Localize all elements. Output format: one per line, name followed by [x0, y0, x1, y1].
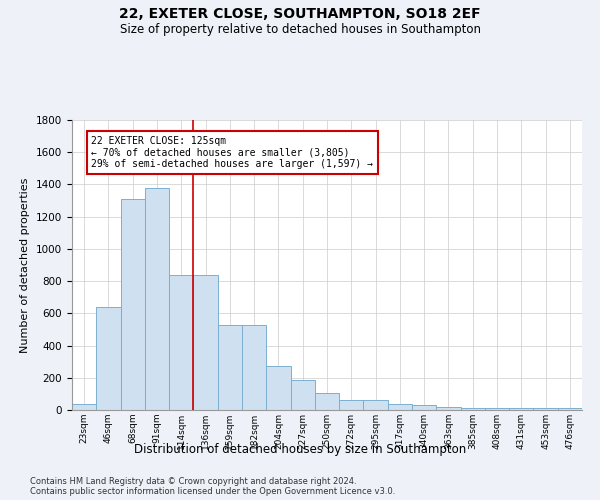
Bar [436, 407, 461, 410]
Bar [412, 406, 436, 410]
Bar [364, 400, 388, 410]
Bar [242, 324, 266, 410]
Text: Size of property relative to detached houses in Southampton: Size of property relative to detached ho… [119, 22, 481, 36]
Bar [266, 366, 290, 410]
Bar [315, 393, 339, 410]
Bar [72, 404, 96, 410]
Bar [145, 188, 169, 410]
Bar [121, 199, 145, 410]
Text: Distribution of detached houses by size in Southampton: Distribution of detached houses by size … [134, 442, 466, 456]
Bar [218, 324, 242, 410]
Bar [169, 274, 193, 410]
Bar [485, 408, 509, 410]
Bar [193, 274, 218, 410]
Text: 22, EXETER CLOSE, SOUTHAMPTON, SO18 2EF: 22, EXETER CLOSE, SOUTHAMPTON, SO18 2EF [119, 8, 481, 22]
Text: 22 EXETER CLOSE: 125sqm
← 70% of detached houses are smaller (3,805)
29% of semi: 22 EXETER CLOSE: 125sqm ← 70% of detache… [91, 136, 373, 170]
Bar [96, 307, 121, 410]
Y-axis label: Number of detached properties: Number of detached properties [20, 178, 31, 352]
Bar [509, 408, 533, 410]
Bar [339, 400, 364, 410]
Text: Contains public sector information licensed under the Open Government Licence v3: Contains public sector information licen… [30, 488, 395, 496]
Bar [533, 408, 558, 410]
Bar [558, 408, 582, 410]
Bar [461, 408, 485, 410]
Text: Contains HM Land Registry data © Crown copyright and database right 2024.: Contains HM Land Registry data © Crown c… [30, 478, 356, 486]
Bar [290, 380, 315, 410]
Bar [388, 404, 412, 410]
